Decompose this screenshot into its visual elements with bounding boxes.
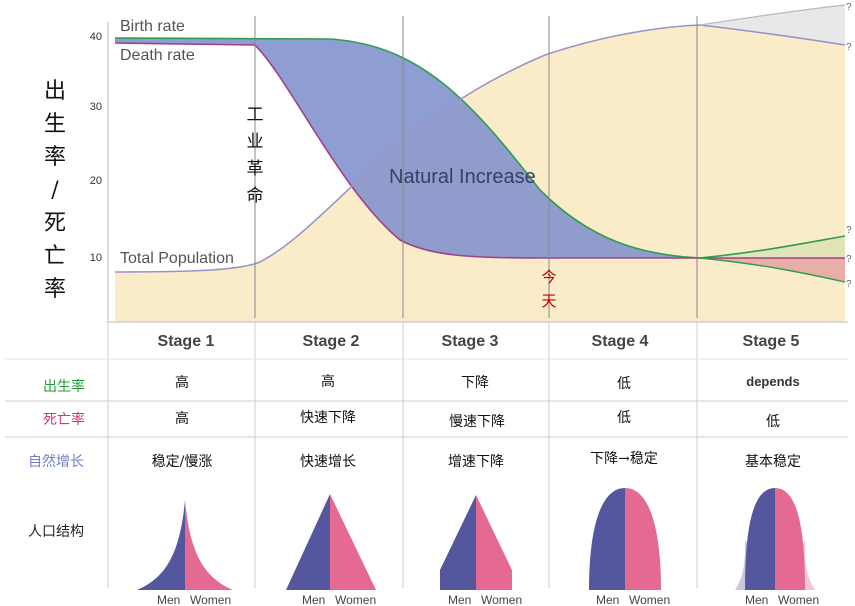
future-population-band: [700, 5, 845, 45]
population-future-upper: [699, 4, 846, 26]
today-char: 天: [541, 292, 556, 310]
table-grid: [5, 322, 848, 588]
pyramid-stage-4: [589, 488, 661, 590]
cell-natural: 基本稳定: [745, 453, 801, 470]
y-tick-40: 40: [90, 31, 102, 43]
stage-header: Stage 4: [592, 333, 649, 350]
cell-birth: 下降: [461, 375, 489, 391]
question-mark: ?: [846, 42, 852, 53]
stage-header: Stage 1: [158, 333, 215, 350]
pyramid-stage-3: [440, 495, 512, 590]
cell-death: 快速下降: [300, 410, 356, 426]
stage-header: Stage 2: [303, 333, 360, 350]
y-title-char: /: [51, 178, 59, 203]
y-tick-20: 20: [90, 175, 102, 187]
men-label: Men: [745, 593, 768, 606]
y-title-char: 生: [44, 112, 66, 137]
row-label-birth: 出生率: [43, 378, 85, 395]
pyramid-stage-1: [137, 500, 233, 590]
cell-birth: 高: [175, 374, 189, 391]
cell-natural: 稳定/慢涨: [152, 453, 213, 470]
future-death-band: [700, 258, 845, 282]
birth-rate-line: [114, 37, 846, 259]
question-mark: ?: [846, 225, 852, 236]
pyramid-stage-2: [286, 494, 376, 590]
women-label: Women: [629, 593, 670, 606]
question-mark: ?: [846, 2, 852, 13]
cell-natural: 下降→稳定: [590, 451, 658, 467]
men-label: Men: [448, 593, 471, 606]
y-title-char: 死: [44, 211, 66, 236]
men-label: Men: [157, 593, 180, 606]
industrial-char: 命: [247, 186, 264, 206]
cell-birth: 低: [617, 376, 631, 392]
women-label: Women: [481, 593, 522, 606]
y-tick-30: 30: [90, 101, 102, 113]
industrial-char: 工: [247, 105, 264, 125]
cell-birth: 高: [321, 373, 335, 390]
industrial-char: 革: [247, 159, 264, 179]
row-label-structure: 人口结构: [28, 524, 84, 540]
y-tick-10: 10: [90, 252, 102, 264]
future-birth-band: [700, 236, 845, 258]
natural-increase-label: Natural Increase: [389, 166, 536, 188]
birth-rate-label: Birth rate: [120, 18, 185, 35]
death-rate-future-line: [699, 257, 846, 283]
death-rate-label: Death rate: [120, 47, 195, 64]
y-title-char: 率: [44, 277, 66, 302]
women-label: Women: [778, 593, 819, 606]
industrial-revolution-label: 工 业 革 命: [247, 105, 264, 206]
y-axis-title: 出 生 率 / 死 亡 率: [44, 79, 66, 302]
women-label: Women: [190, 593, 231, 606]
cell-birth: depends: [746, 374, 799, 389]
women-label: Women: [335, 593, 376, 606]
cell-death: 低: [617, 410, 631, 426]
death-rate-line: [114, 42, 845, 259]
stage-header: Stage 3: [442, 333, 499, 350]
men-label: Men: [596, 593, 619, 606]
industrial-char: 业: [247, 132, 264, 152]
question-mark: ?: [846, 279, 852, 290]
y-title-char: 亡: [44, 244, 66, 269]
stage-dividers: [254, 16, 698, 318]
men-label: Men: [302, 593, 325, 606]
today-char: 今: [541, 268, 556, 286]
cell-death: 低: [766, 414, 780, 430]
cell-natural: 快速增长: [300, 454, 356, 470]
today-label: 今 天: [541, 268, 556, 310]
stage-header: Stage 5: [743, 333, 800, 350]
y-title-char: 率: [44, 145, 66, 170]
pyramid-stage-5: [735, 488, 815, 590]
row-label-natural: 自然增长: [28, 453, 84, 470]
cell-death: 高: [175, 410, 189, 427]
row-label-death: 死亡率: [43, 411, 85, 428]
population-label: Total Population: [120, 250, 234, 267]
population-line: [114, 24, 846, 273]
cell-natural: 增速下降: [448, 454, 504, 470]
question-mark: ?: [846, 254, 852, 265]
cell-death: 慢速下降: [449, 413, 505, 430]
y-title-char: 出: [44, 79, 66, 104]
